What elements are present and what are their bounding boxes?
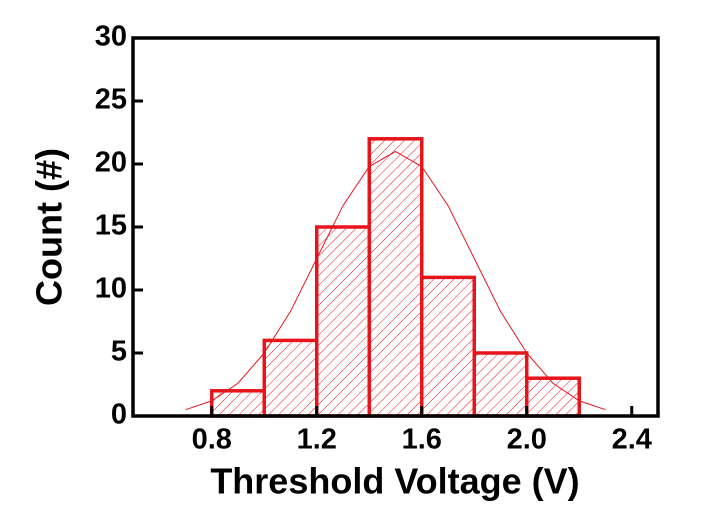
bar (472, 351, 529, 418)
x-tick-label: 2.0 (507, 424, 547, 456)
bar (262, 338, 319, 418)
x-tick-label: 1.2 (297, 424, 337, 456)
y-tick-label: 30 (95, 21, 127, 53)
y-tick-label: 20 (95, 147, 127, 179)
y-tick-label: 25 (95, 84, 127, 116)
x-axis-label: Threshold Voltage (V) (210, 461, 579, 502)
y-tick-label: 10 (95, 273, 127, 305)
y-axis-label: Count (#) (29, 148, 70, 306)
plot-frame (131, 36, 660, 418)
fit-curve (185, 150, 606, 411)
y-tick-label: 5 (111, 336, 127, 368)
bar (210, 389, 266, 418)
x-tick-label: 0.8 (192, 424, 232, 456)
bar (525, 376, 581, 418)
x-tick-label: 2.4 (612, 424, 652, 456)
bar (367, 137, 424, 418)
bar (420, 275, 476, 418)
bar (315, 225, 371, 418)
y-tick-label: 0 (111, 399, 127, 431)
x-tick-label: 1.6 (402, 424, 442, 456)
y-tick-label: 15 (95, 210, 127, 242)
